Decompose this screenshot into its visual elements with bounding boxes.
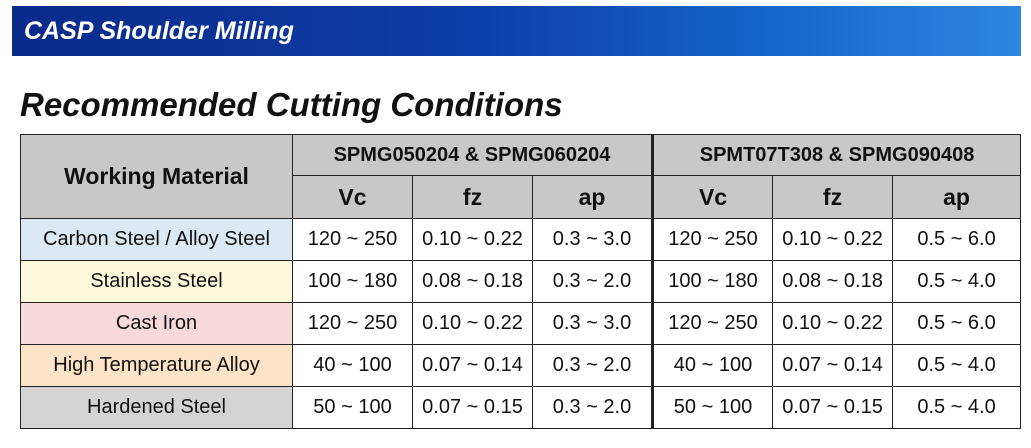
value-cell: 0.08 ~ 0.18 [412,260,533,303]
param-header: fz [412,175,533,219]
page-heading: Recommended Cutting Conditions [20,86,563,123]
param-header: Vc [292,175,413,219]
material-cell: Cast Iron [20,302,293,345]
param-header: fz [772,175,894,219]
value-cell: 120 ~ 250 [651,302,774,345]
table-body: Carbon Steel / Alloy Steel 120 ~ 250 0.1… [20,218,1022,429]
value-cell: 0.08 ~ 0.18 [772,260,894,303]
value-cell: 0.07 ~ 0.14 [772,344,894,387]
value-cell: 0.10 ~ 0.22 [412,218,533,261]
table-row: Carbon Steel / Alloy Steel 120 ~ 250 0.1… [20,218,1022,261]
value-cell: 0.5 ~ 6.0 [892,302,1022,345]
table-row: Hardened Steel 50 ~ 100 0.07 ~ 0.15 0.3 … [20,386,1022,429]
value-cell: 120 ~ 250 [292,302,413,345]
value-cell: 120 ~ 250 [292,218,413,261]
value-cell: 0.3 ~ 2.0 [531,386,654,429]
value-cell: 0.3 ~ 3.0 [531,302,654,345]
material-cell: Carbon Steel / Alloy Steel [20,218,293,261]
value-cell: 120 ~ 250 [651,218,774,261]
table-row: Stainless Steel 100 ~ 180 0.08 ~ 0.18 0.… [20,260,1022,303]
param-header: ap [892,175,1022,219]
value-cell: 0.07 ~ 0.15 [772,386,894,429]
param-header: ap [531,175,654,219]
group-header: SPMT07T308 & SPMG090408 [651,134,1022,176]
material-cell: Stainless Steel [20,260,293,303]
material-header: Working Material [20,134,293,219]
value-cell: 100 ~ 180 [651,260,774,303]
value-cell: 50 ~ 100 [292,386,413,429]
value-cell: 0.5 ~ 6.0 [892,218,1022,261]
value-cell: 0.3 ~ 2.0 [531,344,654,387]
section-banner: CASP Shoulder Milling [12,6,1021,56]
table-row: High Temperature Alloy 40 ~ 100 0.07 ~ 0… [20,344,1022,387]
banner-title: CASP Shoulder Milling [24,17,294,45]
material-cell: High Temperature Alloy [20,344,293,387]
value-cell: 0.5 ~ 4.0 [892,260,1022,303]
value-cell: 50 ~ 100 [651,386,774,429]
value-cell: 0.5 ~ 4.0 [892,386,1022,429]
value-cell: 100 ~ 180 [292,260,413,303]
value-cell: 0.07 ~ 0.14 [412,344,533,387]
group-header: SPMG050204 & SPMG060204 [291,134,654,176]
value-cell: 0.10 ~ 0.22 [772,218,894,261]
value-cell: 0.07 ~ 0.15 [412,386,533,429]
value-cell: 40 ~ 100 [651,344,774,387]
value-cell: 0.3 ~ 3.0 [531,218,654,261]
value-cell: 0.10 ~ 0.22 [412,302,533,345]
value-cell: 0.3 ~ 2.0 [531,260,654,303]
value-cell: 0.10 ~ 0.22 [772,302,894,345]
value-cell: 0.5 ~ 4.0 [892,344,1022,387]
material-cell: Hardened Steel [20,386,293,429]
cutting-conditions-table: Working Material SPMG050204 & SPMG060204… [20,134,1022,429]
param-header: Vc [651,175,774,219]
value-cell: 40 ~ 100 [292,344,413,387]
table-row: Cast Iron 120 ~ 250 0.10 ~ 0.22 0.3 ~ 3.… [20,302,1022,345]
